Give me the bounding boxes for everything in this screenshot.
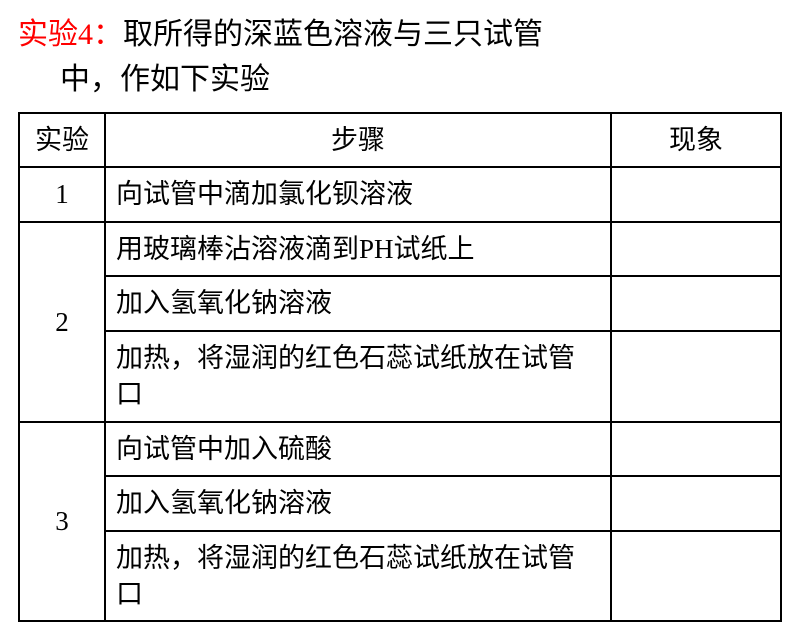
cell-phenom bbox=[611, 276, 781, 330]
table-header-row: 实验 步骤 现象 bbox=[19, 113, 781, 167]
table-row: 1 向试管中滴加氯化钡溶液 bbox=[19, 167, 781, 221]
title-line1: 取所得的深蓝色溶液与三只试管 bbox=[123, 18, 543, 51]
table-row: 加热，将湿润的红色石蕊试纸放在试管口 bbox=[19, 331, 781, 422]
cell-step: 加热，将湿润的红色石蕊试纸放在试管口 bbox=[105, 331, 611, 422]
table-row: 加入氢氧化钠溶液 bbox=[19, 476, 781, 530]
cell-step: 向试管中滴加氯化钡溶液 bbox=[105, 167, 611, 221]
cell-exp-3: 3 bbox=[19, 422, 105, 622]
cell-step: 加入氢氧化钠溶液 bbox=[105, 276, 611, 330]
cell-step: 加入氢氧化钠溶液 bbox=[105, 476, 611, 530]
table-row: 加入氢氧化钠溶液 bbox=[19, 276, 781, 330]
cell-phenom bbox=[611, 167, 781, 221]
header-phenomenon: 现象 bbox=[611, 113, 781, 167]
title-line2: 中，作如下实验 bbox=[18, 57, 782, 102]
experiment-table: 实验 步骤 现象 1 向试管中滴加氯化钡溶液 2 用玻璃棒沾溶液滴到PH试纸上 … bbox=[18, 112, 782, 622]
header-steps: 步骤 bbox=[105, 113, 611, 167]
cell-step: 用玻璃棒沾溶液滴到PH试纸上 bbox=[105, 222, 611, 276]
table-row: 2 用玻璃棒沾溶液滴到PH试纸上 bbox=[19, 222, 781, 276]
experiment-title: 实验4：取所得的深蓝色溶液与三只试管 中，作如下实验 bbox=[18, 12, 782, 102]
table-row: 3 向试管中加入硫酸 bbox=[19, 422, 781, 476]
cell-phenom bbox=[611, 422, 781, 476]
cell-step: 加热，将湿润的红色石蕊试纸放在试管口 bbox=[105, 531, 611, 622]
cell-exp-2: 2 bbox=[19, 222, 105, 422]
cell-phenom bbox=[611, 476, 781, 530]
cell-step: 向试管中加入硫酸 bbox=[105, 422, 611, 476]
cell-phenom bbox=[611, 531, 781, 622]
cell-phenom bbox=[611, 222, 781, 276]
table-row: 加热，将湿润的红色石蕊试纸放在试管口 bbox=[19, 531, 781, 622]
title-prefix: 实验4： bbox=[18, 18, 123, 51]
cell-phenom bbox=[611, 331, 781, 422]
cell-exp-1: 1 bbox=[19, 167, 105, 221]
header-experiment: 实验 bbox=[19, 113, 105, 167]
